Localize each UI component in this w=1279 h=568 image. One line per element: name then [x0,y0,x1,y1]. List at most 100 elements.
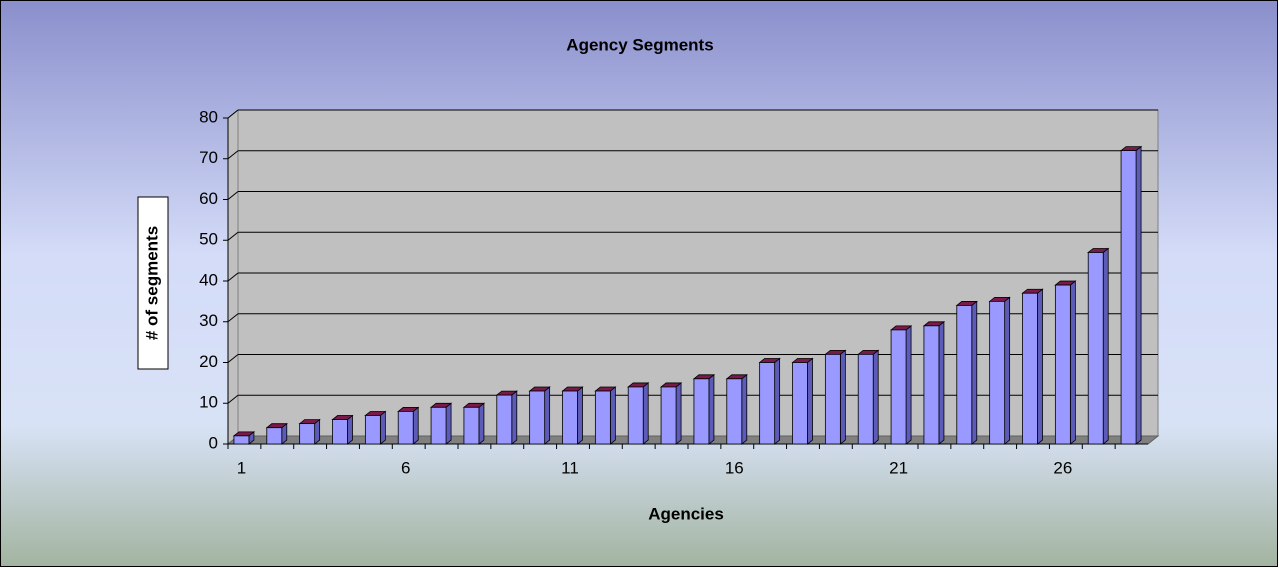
bar-side [577,386,583,445]
bar-side [511,390,518,445]
bar-front [430,406,447,445]
y-axis-label-box [137,196,169,370]
bar [462,402,486,445]
bar-side [412,406,419,445]
bar-side [609,386,616,445]
bar-side [478,402,485,445]
bar [1021,288,1044,445]
bar-side [1135,145,1142,445]
bar-front [397,410,414,445]
bar-front [496,394,513,445]
y-tick-label: 20 [199,352,218,371]
grid-line-side [227,354,239,363]
bar-side [807,357,813,445]
bar-front [562,390,578,445]
bar-front [956,305,973,445]
bar-front [594,390,611,445]
bar-side [347,414,353,445]
bar [889,325,913,445]
bar [397,406,420,445]
grid-line-side [227,150,239,160]
bar-side [1102,247,1109,445]
y-tick-label: 80 [199,107,218,126]
x-tick-label: 11 [561,458,579,477]
bar [298,418,321,445]
bar [1087,247,1110,445]
bar-front [266,427,283,445]
bar-front [1054,284,1071,445]
y-tick-label: 0 [209,433,218,452]
grid-line-side [227,231,239,241]
bar-side [1069,280,1076,445]
bar-front [792,362,808,445]
grid-line-side [227,272,239,282]
bar-front [364,415,381,445]
bar [627,382,650,445]
bar [528,386,551,445]
bar-side [1004,296,1011,445]
x-tick-label: 26 [1053,458,1072,477]
bar-front [989,300,1006,445]
bar [1054,280,1077,445]
bar [857,349,880,445]
bar-front [660,386,677,445]
x-tick-label: 1 [237,458,246,477]
bar-side [971,300,978,445]
bar [364,410,387,445]
y-tick-label: 60 [199,189,218,208]
y-tick-label: 30 [199,311,218,330]
bar-side [708,373,715,445]
bar [232,431,256,445]
bar-side [675,382,682,445]
y-tick-label: 50 [199,230,218,249]
bar-side [1037,288,1043,445]
bar-front [857,353,874,445]
bar-front [627,386,644,445]
bar-side [872,349,879,445]
bar [988,296,1011,445]
bar-front [463,406,480,445]
bar-side [379,410,386,445]
bar [725,373,748,445]
y-tick-label: 40 [199,270,218,289]
bar-side [774,357,781,445]
bar [692,373,716,445]
bar-front [1087,252,1104,445]
x-tick-label: 16 [725,458,744,477]
grid-line-side [227,191,239,200]
bar [561,386,584,445]
bar-front [923,325,940,445]
y-axis-label: # of segments [142,226,161,340]
bar-front [1022,292,1038,445]
bar-side [905,325,912,445]
bar [495,390,518,445]
bar-front [299,423,316,445]
y-tick-label: 70 [199,148,218,167]
bar-front [1120,150,1137,445]
bar-side [839,349,846,445]
bar-side [642,382,649,445]
bar-front [332,419,348,445]
bar-side [544,386,551,445]
bar [659,382,683,445]
bar-side [741,373,748,445]
bar [824,349,847,445]
bar [429,402,453,445]
bar [594,386,617,445]
chart-title: Agency Segments [566,35,713,54]
bar-front [233,435,250,445]
bar-front [726,378,743,445]
y-tick-label: 10 [199,393,218,412]
bar [265,422,288,445]
bar-side [938,320,945,445]
bar-front [824,353,841,445]
bar [922,320,946,445]
bar [955,300,978,445]
bar [331,414,354,445]
grid-line-side [227,394,239,404]
bar-front [693,378,710,445]
grid-line-side [227,313,239,323]
bar-front [890,329,907,445]
bar [758,357,781,445]
